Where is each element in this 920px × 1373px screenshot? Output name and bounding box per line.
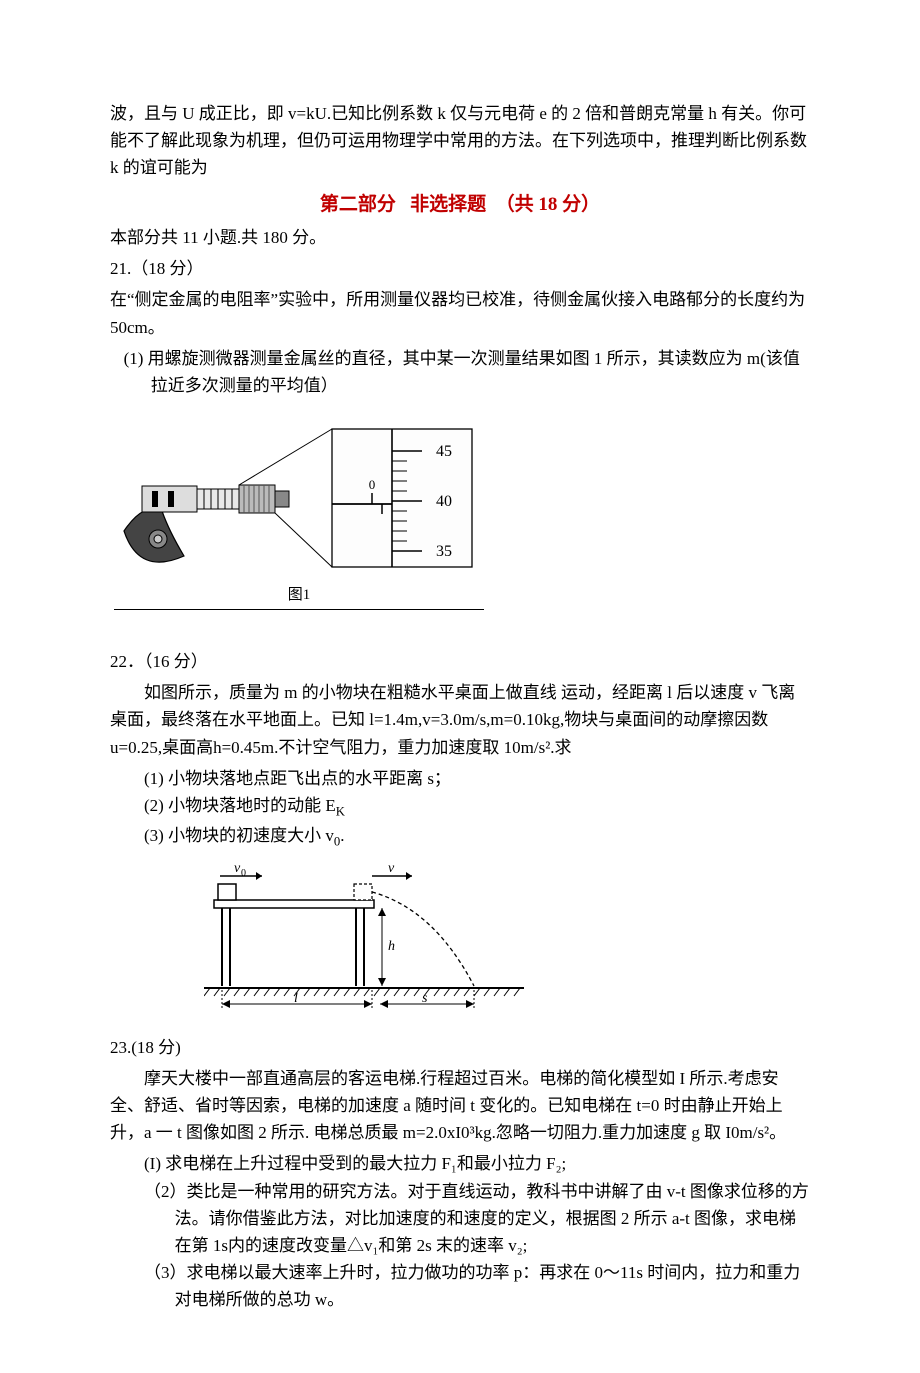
q22-item-1: (1) 小物块落地点距飞出点的水平距离 s； (110, 765, 810, 792)
q22-item-2: (2) 小物块落地时的动能 EK (110, 792, 810, 822)
svg-text:v: v (388, 864, 395, 876)
title-prefix: 第二部分 (320, 194, 396, 215)
tick-40: 40 (436, 493, 452, 510)
q22-figure: v 0 v (200, 860, 810, 1018)
q22-body: 如图所示，质量为 m 的小物块在粗糙水平桌面上做直线 运动，经距离 l 后以速度… (110, 679, 810, 761)
svg-text:v: v (234, 864, 241, 876)
micrometer-diagram: 0 45 40 35 (114, 411, 484, 581)
q23-body: 摩天大楼中一部直通高层的客运电梯.行程超过百米。电梯的简化模型如 I 所示.考虑… (110, 1065, 810, 1147)
q21-fig-label: 图1 (288, 587, 311, 603)
q21-figure-1: 0 45 40 35 图1 (110, 407, 810, 614)
title-points: （共 18 分） (496, 194, 601, 215)
tick-45: 45 (436, 443, 452, 460)
figure-underline (114, 609, 484, 610)
svg-text:0: 0 (241, 868, 246, 879)
q23-item-2: （2）类比是一种常用的研究方法。对于直线运动，教科书中讲解了由 v-t 图像求位… (110, 1178, 810, 1260)
intro-paragraph: 波，且与 U 成正比，即 v=kU.已知比例系数 k 仅与元电荷 e 的 2 倍… (110, 100, 810, 182)
q22-header: 22．（16 分） (110, 648, 810, 675)
q23-item-3: （3）求电梯以最大速率上升时，拉力做功的功率 p：再求在 0～11s 时间内，拉… (110, 1259, 810, 1313)
svg-text:h: h (388, 939, 395, 954)
q21-body: 在“侧定金属的电阻率”实验中，所用测量仪器均已校准，待侧金属伙接入电路郁分的长度… (110, 286, 810, 340)
section-2-subtitle: 本部分共 11 小题.共 180 分。 (110, 224, 810, 251)
title-main: 非选择题 (410, 194, 486, 215)
svg-text:l: l (294, 991, 298, 1006)
q23-item-1: (I) 求电梯在上升过程中受到的最大拉力 F₁和最小拉力 F₂; (110, 1150, 810, 1177)
projectile-diagram: v 0 v (204, 864, 524, 1014)
q21-item-1: (1) 用螺旋测微器测量金属丝的直径，其中某一次测量结果如图 1 所示，其读数应… (110, 345, 810, 399)
q22-item-3: (3) 小物块的初速度大小 v0. (110, 822, 810, 852)
svg-text:s: s (422, 991, 428, 1006)
q21-header: 21.（18 分） (110, 255, 810, 282)
tick-35: 35 (436, 543, 452, 560)
q23-header: 23.(18 分) (110, 1034, 810, 1061)
svg-text:0: 0 (369, 477, 376, 492)
section-2-title: 第二部分 非选择题 （共 18 分） (110, 190, 810, 220)
